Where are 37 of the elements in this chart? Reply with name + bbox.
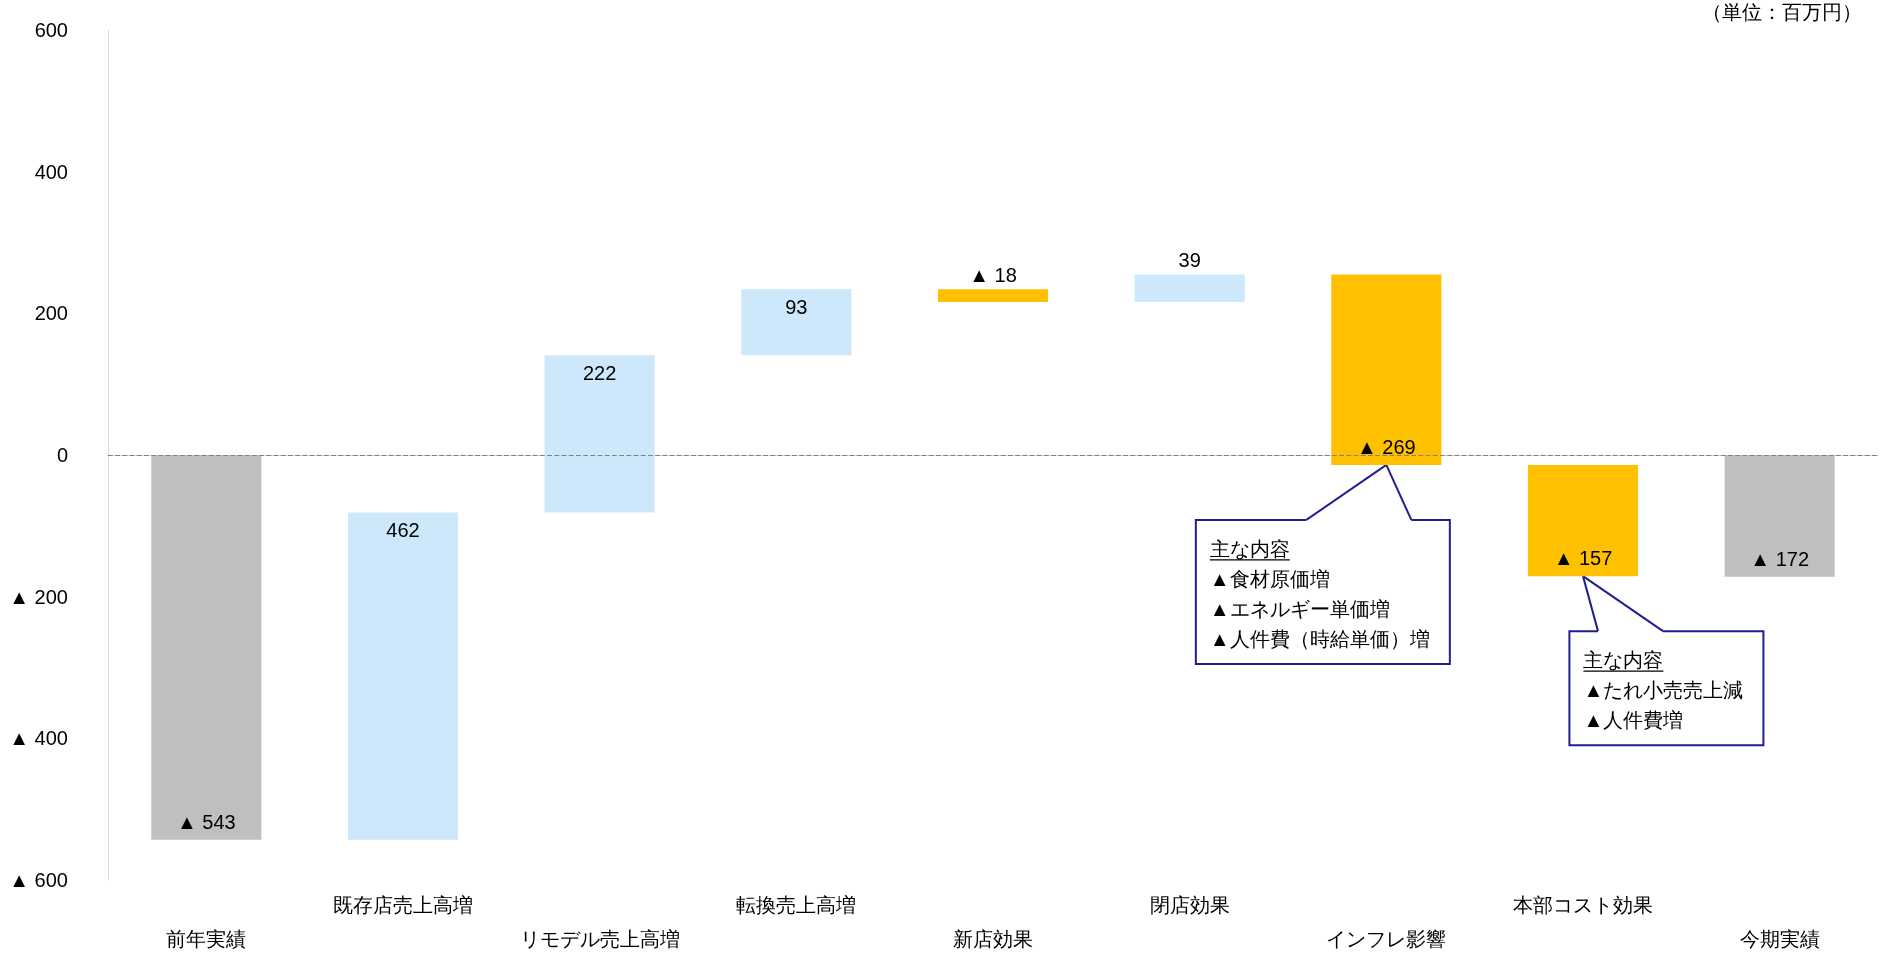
bar [544,355,655,513]
bar [347,512,459,840]
x-tick-label: インフレ影響 [1326,928,1447,950]
bar [741,289,852,356]
annotation: 主な内容 ▲食材原価増 ▲エネルギー単価増 ▲人件費（時給単価）増 [1209,537,1430,650]
y-tick-label: 600 [34,19,68,41]
data-label: 462 [386,519,420,542]
y-tick-label: 200 [34,302,68,325]
y-tick-label: ▲ 400 [9,727,68,750]
bar [1331,274,1442,465]
bar [937,289,1049,302]
bar [1724,455,1835,577]
data-label: 39 [1178,249,1201,272]
x-tick-label: 既存店売上高増 [333,894,473,916]
data-label: 222 [582,362,617,385]
bar [151,455,262,840]
data-label: ▲ 157 [1553,547,1613,570]
x-tick-label: 閉店効果 [1149,894,1230,916]
y-tick-label: ▲ 200 [9,585,68,608]
x-tick-label: 前年実績 [166,928,247,950]
y-tick-label: ▲ 600 [9,869,68,891]
x-tick-label: 本部コスト効果 [1513,894,1653,916]
data-label: ▲ 18 [969,264,1017,287]
x-tick-label: 今期実績 [1739,928,1820,950]
data-label: 93 [785,296,808,319]
annotation: 主な内容 ▲たれ小売売上減 ▲人件費増 [1583,649,1744,732]
data-label: ▲ 269 [1356,435,1416,458]
bar [1527,464,1639,577]
data-label: ▲ 543 [176,810,236,833]
x-tick-label: 新店効果 [953,928,1033,950]
text: （単位：百万円） [1702,1,1862,23]
data-label: ▲ 172 [1750,547,1810,570]
y-tick-label: 0 [56,444,68,466]
x-tick-label: リモデル売上高増 [519,928,680,950]
y-tick-label: 400 [34,160,68,183]
bar [1134,274,1245,302]
x-tick-label: 転換売上高増 [736,894,857,916]
